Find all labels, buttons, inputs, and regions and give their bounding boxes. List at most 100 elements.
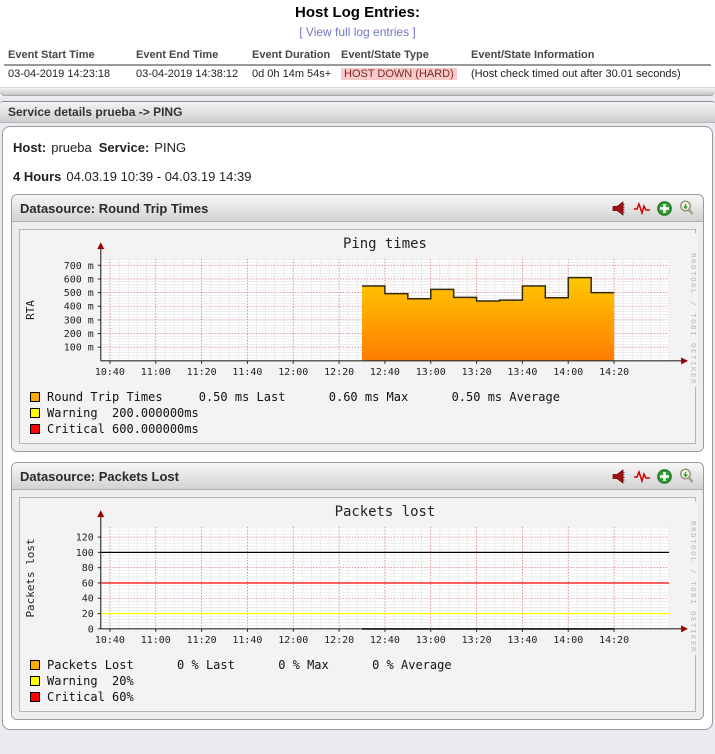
event-state-type-cell: HOST DOWN (HARD) bbox=[337, 65, 467, 82]
svg-text:40: 40 bbox=[82, 594, 94, 605]
legend-swatch bbox=[30, 692, 40, 702]
time-range-line: 4 Hours 04.03.19 10:39 - 04.03.19 14:39 bbox=[13, 169, 702, 184]
log-table-header-row: Event Start Time Event End Time Event Du… bbox=[4, 47, 711, 66]
breadcrumb: Service details prueba -> PING bbox=[0, 101, 715, 123]
panel-header-round-trip-times: Datasource: Round Trip Times bbox=[12, 195, 703, 222]
magnifier-icon[interactable] bbox=[677, 200, 695, 216]
ping-times-chart: 10:40 11:00 11:20 11:40 12:00 12:20 12:40 13:00… bbox=[21, 233, 697, 387]
svg-text:100: 100 bbox=[76, 548, 94, 559]
time-range-value: 04.03.19 10:39 - 04.03.19 14:39 bbox=[66, 169, 252, 184]
legend-item: Round Trip Times 0.50 ms Last 0.60 ms Ma… bbox=[30, 389, 690, 405]
graph-image-box: 10:40 11:00 11:20 11:40 12:00 12:20 12:40 13:00… bbox=[19, 497, 697, 712]
svg-text:12:40: 12:40 bbox=[370, 367, 400, 378]
header-event-state-info: Event/State Information bbox=[467, 47, 711, 66]
host-service-line: Host: prueba Service: PING bbox=[13, 140, 702, 155]
panel-action-icons bbox=[611, 200, 695, 216]
event-start-cell: 03-04-2019 14:23:18 bbox=[8, 68, 111, 80]
log-table-row: 03-04-2019 14:23:18 03-04-2019 14:38:12 … bbox=[4, 65, 711, 82]
svg-text:10:40: 10:40 bbox=[95, 367, 125, 378]
legend-item: Packets Lost 0 % Last 0 % Max 0 % Averag… bbox=[30, 657, 690, 673]
legend-item: Warning 20% bbox=[30, 673, 690, 689]
zoom-in-plus-icon[interactable] bbox=[655, 200, 673, 216]
legend-swatch bbox=[30, 392, 40, 402]
megaphone-icon[interactable] bbox=[611, 200, 629, 216]
legend-swatch bbox=[30, 424, 40, 434]
header-event-duration: Event Duration bbox=[248, 47, 337, 66]
svg-text:14:00: 14:00 bbox=[553, 635, 583, 646]
svg-text:12:00: 12:00 bbox=[278, 367, 308, 378]
host-value: prueba bbox=[51, 140, 92, 155]
svg-text:13:20: 13:20 bbox=[462, 635, 492, 646]
svg-text:RTA: RTA bbox=[24, 300, 37, 320]
header-event-state-type: Event/State Type bbox=[337, 47, 467, 66]
event-duration-cell: 0d 0h 14m 54s+ bbox=[252, 68, 332, 80]
svg-text:11:20: 11:20 bbox=[187, 367, 217, 378]
view-link-wrap: [ View full log entries ] bbox=[0, 23, 715, 41]
svg-text:11:00: 11:00 bbox=[141, 635, 171, 646]
panel-packets-lost: Datasource: Packets Lost 10:40 11:00 11:20… bbox=[11, 462, 704, 720]
svg-text:12:00: 12:00 bbox=[278, 635, 308, 646]
graph-image-box: 10:40 11:00 11:20 11:40 12:00 12:20 12:40 13:00… bbox=[19, 229, 697, 444]
chart-legend: Packets Lost 0 % Last 0 % Max 0 % Averag… bbox=[21, 655, 694, 707]
svg-text:RRDTOOL / TOBI OETIKER: RRDTOOL / TOBI OETIKER bbox=[689, 253, 697, 385]
packets-lost-chart: 10:40 11:00 11:20 11:40 12:00 12:20 12:40 13:00… bbox=[21, 501, 697, 655]
log-entries-section: Host Log Entries: [ View full log entrie… bbox=[0, 0, 715, 96]
svg-text:RRDTOOL / TOBI OETIKER: RRDTOOL / TOBI OETIKER bbox=[689, 521, 697, 653]
zoom-in-plus-icon[interactable] bbox=[655, 468, 673, 484]
time-range-label: 4 Hours bbox=[13, 169, 62, 184]
header-event-start-time: Event Start Time bbox=[4, 47, 132, 66]
legend-swatch bbox=[30, 408, 40, 418]
panel-action-icons bbox=[611, 468, 695, 484]
panel-title: Datasource: Round Trip Times bbox=[20, 200, 209, 216]
heartbeat-icon[interactable] bbox=[633, 200, 651, 216]
svg-text:100 m: 100 m bbox=[64, 343, 94, 354]
legend-text: Warning 200.000000ms bbox=[47, 406, 199, 420]
panel-body: 10:40 11:00 11:20 11:40 12:00 12:20 12:40 13:00… bbox=[12, 222, 703, 451]
event-end-cell: 03-04-2019 14:38:12 bbox=[136, 68, 239, 80]
svg-text:12:20: 12:20 bbox=[324, 367, 354, 378]
event-state-info-cell: (Host check timed out after 30.01 second… bbox=[471, 68, 681, 80]
svg-text:13:00: 13:00 bbox=[416, 635, 446, 646]
svg-text:11:20: 11:20 bbox=[187, 635, 217, 646]
view-full-log-link[interactable]: [ View full log entries ] bbox=[299, 25, 416, 39]
heartbeat-icon[interactable] bbox=[633, 468, 651, 484]
panel-title: Datasource: Packets Lost bbox=[20, 468, 179, 484]
legend-item: Warning 200.000000ms bbox=[30, 405, 690, 421]
chart-legend: Round Trip Times 0.50 ms Last 0.60 ms Ma… bbox=[21, 387, 694, 439]
megaphone-icon[interactable] bbox=[611, 468, 629, 484]
svg-text:200 m: 200 m bbox=[64, 329, 94, 340]
panel-round-trip-times: Datasource: Round Trip Times 10:40 11:00 1… bbox=[11, 194, 704, 452]
svg-text:Packets lost: Packets lost bbox=[335, 504, 436, 520]
host-log-table: Event Start Time Event End Time Event Du… bbox=[4, 47, 711, 82]
legend-text: Warning 20% bbox=[47, 674, 134, 688]
section-divider-bar bbox=[0, 87, 715, 96]
legend-text: Critical 60% bbox=[47, 690, 134, 704]
svg-text:10:40: 10:40 bbox=[95, 635, 125, 646]
svg-text:80: 80 bbox=[82, 563, 94, 574]
svg-text:14:00: 14:00 bbox=[553, 367, 583, 378]
legend-swatch bbox=[30, 660, 40, 670]
legend-text: Packets Lost 0 % Last 0 % Max 0 % Averag… bbox=[47, 658, 452, 672]
host-down-badge: HOST DOWN (HARD) bbox=[341, 68, 457, 80]
svg-text:0: 0 bbox=[88, 624, 94, 635]
legend-item: Critical 60% bbox=[30, 689, 690, 705]
legend-text: Round Trip Times 0.50 ms Last 0.60 ms Ma… bbox=[47, 390, 560, 404]
header-event-end-time: Event End Time bbox=[132, 47, 248, 66]
host-label: Host: bbox=[13, 140, 47, 155]
svg-text:13:40: 13:40 bbox=[507, 635, 537, 646]
panel-body: 10:40 11:00 11:20 11:40 12:00 12:20 12:40 13:00… bbox=[12, 490, 703, 719]
svg-text:400 m: 400 m bbox=[64, 302, 94, 313]
legend-text: Critical 600.000000ms bbox=[47, 422, 199, 436]
panel-header-packets-lost: Datasource: Packets Lost bbox=[12, 463, 703, 490]
svg-text:300 m: 300 m bbox=[64, 315, 94, 326]
legend-item: Critical 600.000000ms bbox=[30, 421, 690, 437]
svg-text:12:40: 12:40 bbox=[370, 635, 400, 646]
svg-text:11:00: 11:00 bbox=[141, 367, 171, 378]
svg-text:60: 60 bbox=[82, 578, 94, 589]
service-label: Service: bbox=[98, 140, 150, 155]
magnifier-icon[interactable] bbox=[677, 468, 695, 484]
page-title: Host Log Entries: bbox=[294, 4, 420, 21]
service-details-container: Host: prueba Service: PING 4 Hours 04.03.19 … bbox=[2, 126, 713, 730]
service-value: PING bbox=[154, 140, 187, 155]
svg-text:Packets lost: Packets lost bbox=[24, 538, 37, 617]
